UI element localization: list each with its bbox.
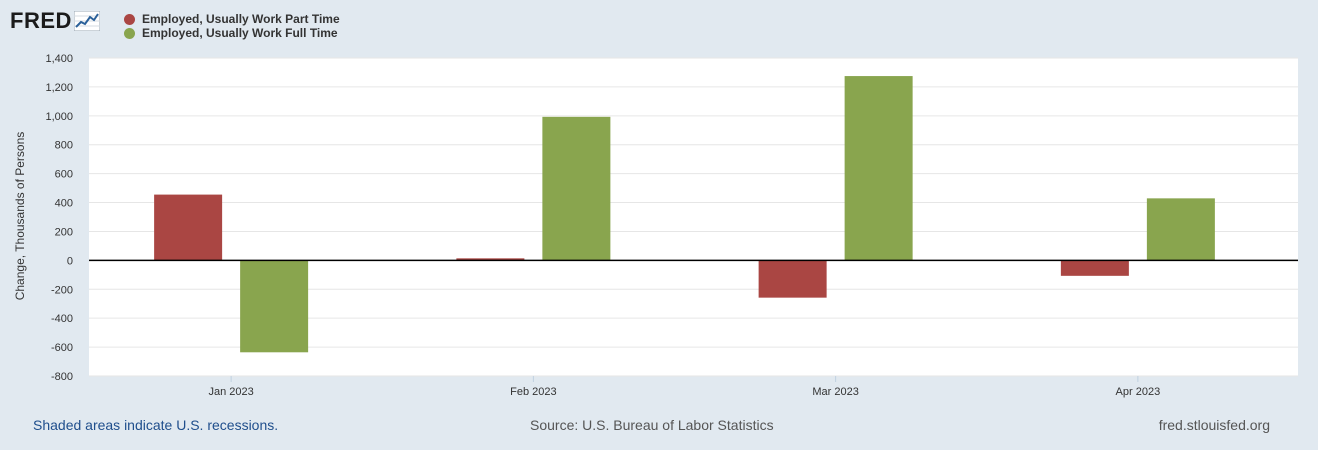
bar-part-time[interactable] (456, 258, 525, 261)
bar-full-time[interactable] (1146, 198, 1215, 261)
bar-full-time[interactable] (240, 260, 309, 353)
y-tick-label: 1,200 (45, 82, 73, 94)
bar-part-time[interactable] (154, 194, 223, 261)
x-axis-ticks: Jan 2023 Feb 2023 Mar 2023 Apr 2023 (208, 376, 1160, 398)
fred-logo-text: FRED (10, 8, 72, 33)
x-tick-label: Feb 2023 (510, 386, 556, 398)
y-axis-ticks: 1,400 1,200 1,000 800 600 400 200 0 -200 -400 -600… (45, 53, 73, 383)
legend-label-full-time: Employed, Usually Work Full Time (142, 26, 338, 40)
site-url[interactable]: fred.stlouisfed.org (1158, 417, 1270, 433)
legend-marker-full-time (124, 27, 135, 39)
y-tick-label: 800 (55, 140, 73, 152)
source-note: Source: U.S. Bureau of Labor Statistics (530, 417, 774, 433)
y-tick-label: 400 (55, 198, 73, 210)
legend-label-part-time: Employed, Usually Work Part Time (142, 12, 340, 26)
y-tick-label: 0 (67, 255, 73, 267)
chart-legend: Employed, Usually Work Part Time Employe… (124, 12, 340, 40)
legend-item-part-time[interactable]: Employed, Usually Work Part Time (124, 12, 340, 26)
y-tick-label: -600 (51, 342, 73, 354)
legend-item-full-time[interactable]: Employed, Usually Work Full Time (124, 26, 340, 40)
y-tick-label: -800 (51, 371, 73, 383)
y-tick-label: 1,000 (45, 111, 73, 123)
bar-part-time[interactable] (758, 260, 827, 298)
x-tick-label: Jan 2023 (208, 386, 253, 398)
x-tick-label: Mar 2023 (812, 386, 858, 398)
recessions-note: Shaded areas indicate U.S. recessions. (33, 417, 279, 433)
x-tick-label: Apr 2023 (1116, 386, 1161, 398)
bar-part-time[interactable] (1060, 260, 1129, 276)
chart-graph-icon (73, 11, 100, 31)
y-axis-label: Change, Thousands of Persons (13, 132, 27, 301)
legend-marker-part-time (124, 13, 135, 25)
y-tick-label: 200 (55, 226, 73, 238)
bars (154, 76, 1215, 353)
y-tick-label: 1,400 (45, 53, 73, 65)
y-tick-label: -200 (51, 284, 73, 296)
y-tick-label: -400 (51, 313, 73, 325)
bar-full-time[interactable] (844, 76, 913, 261)
fred-logo[interactable]: FRED (10, 8, 100, 34)
y-tick-label: 600 (55, 169, 73, 181)
bar-full-time[interactable] (542, 116, 611, 261)
